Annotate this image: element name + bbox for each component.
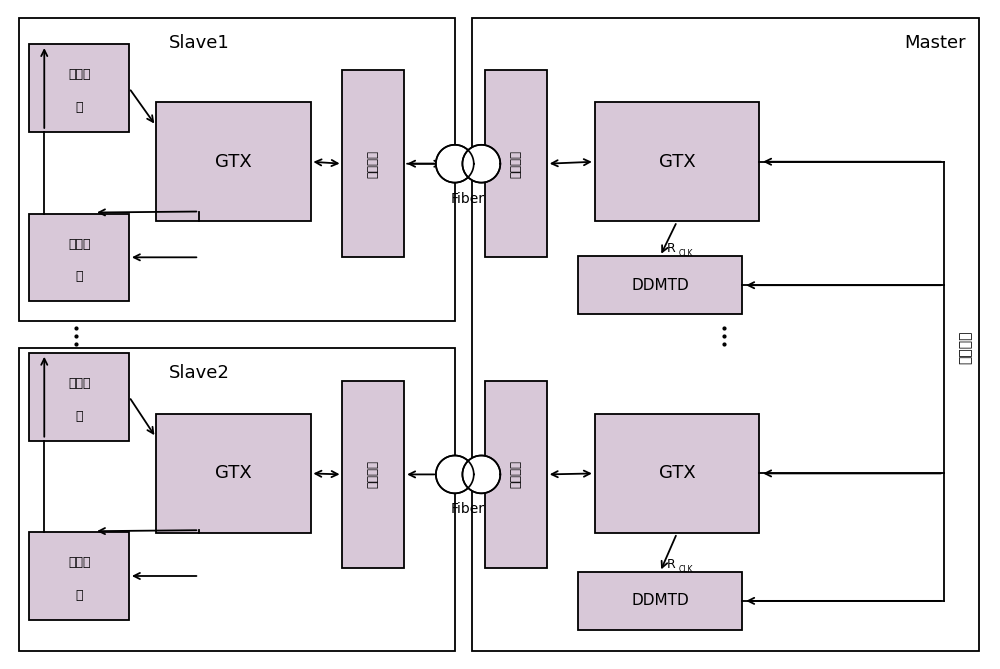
Text: GTX: GTX	[215, 464, 252, 482]
Text: Master: Master	[904, 34, 966, 52]
Text: 系统时钟: 系统时钟	[959, 330, 973, 364]
Text: Fiber: Fiber	[451, 191, 485, 205]
Text: 调: 调	[75, 589, 83, 602]
Bar	[472, 18, 979, 651]
Text: DDMTD: DDMTD	[631, 593, 689, 608]
Text: R: R	[667, 558, 676, 571]
Text: 光电转换: 光电转换	[367, 150, 380, 178]
Bar	[342, 381, 404, 568]
Circle shape	[462, 456, 500, 493]
Bar	[29, 353, 129, 441]
Text: 调: 调	[75, 270, 83, 283]
Bar	[485, 70, 547, 258]
Bar	[595, 413, 759, 533]
Text: 相位细: 相位细	[68, 557, 90, 569]
Text: Slave2: Slave2	[169, 364, 230, 382]
Bar	[156, 102, 311, 221]
Bar	[578, 572, 742, 630]
Text: R: R	[667, 242, 676, 256]
Circle shape	[436, 456, 474, 493]
Text: 调: 调	[75, 101, 83, 114]
Bar	[19, 348, 455, 651]
Circle shape	[436, 145, 474, 183]
Text: CLK: CLK	[679, 565, 694, 574]
Bar	[485, 381, 547, 568]
Bar	[156, 413, 311, 533]
Text: 光电转换: 光电转换	[509, 150, 522, 178]
Bar	[578, 256, 742, 314]
Text: 光电转换: 光电转换	[509, 460, 522, 488]
Bar	[29, 44, 129, 132]
Text: DDMTD: DDMTD	[631, 278, 689, 293]
Text: CLK: CLK	[679, 250, 694, 258]
Circle shape	[462, 145, 500, 183]
Text: Slave1: Slave1	[169, 34, 230, 52]
Bar	[29, 213, 129, 301]
Bar	[19, 18, 455, 321]
Text: 光电转换: 光电转换	[367, 460, 380, 488]
Bar	[342, 70, 404, 258]
Text: GTX: GTX	[659, 464, 695, 482]
Text: 相位细: 相位细	[68, 377, 90, 390]
Text: GTX: GTX	[215, 153, 252, 171]
Bar	[29, 532, 129, 619]
Text: GTX: GTX	[659, 153, 695, 171]
Text: Fiber: Fiber	[451, 502, 485, 516]
Text: 相位细: 相位细	[68, 68, 90, 82]
Text: 相位细: 相位细	[68, 237, 90, 251]
Text: 调: 调	[75, 409, 83, 423]
Bar	[595, 102, 759, 221]
